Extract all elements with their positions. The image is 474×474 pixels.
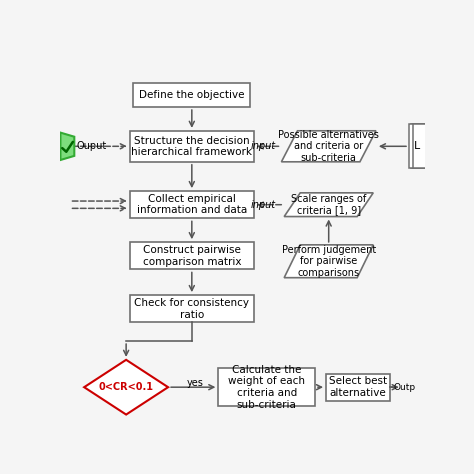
Text: Ouput: Ouput: [76, 141, 107, 151]
Text: input: input: [250, 141, 275, 151]
Text: Structure the decision
hierarchical framework: Structure the decision hierarchical fram…: [131, 136, 252, 157]
Polygon shape: [284, 245, 373, 278]
Text: Define the objective: Define the objective: [139, 90, 245, 100]
FancyBboxPatch shape: [130, 131, 254, 162]
Polygon shape: [84, 360, 168, 415]
FancyBboxPatch shape: [219, 368, 315, 406]
Text: Possible alternatives
and criteria or
sub-criteria: Possible alternatives and criteria or su…: [278, 130, 379, 163]
FancyBboxPatch shape: [409, 124, 427, 168]
FancyBboxPatch shape: [130, 191, 254, 219]
FancyBboxPatch shape: [133, 83, 250, 107]
Text: yes: yes: [186, 378, 203, 388]
Polygon shape: [282, 131, 376, 162]
Text: Select best
alternative: Select best alternative: [329, 376, 387, 398]
Text: L: L: [414, 141, 420, 151]
Text: input: input: [250, 200, 275, 210]
FancyBboxPatch shape: [130, 242, 254, 270]
Text: Collect empirical
information and data: Collect empirical information and data: [137, 194, 247, 216]
FancyBboxPatch shape: [326, 374, 390, 401]
Text: Scale ranges of
criteria [1, 9]: Scale ranges of criteria [1, 9]: [291, 194, 366, 216]
Polygon shape: [61, 133, 74, 160]
Text: Outp: Outp: [393, 383, 415, 392]
Polygon shape: [284, 193, 373, 217]
Text: Perform judgement
for pairwise
comparisons: Perform judgement for pairwise compariso…: [282, 245, 376, 278]
Text: Construct pairwise
comparison matrix: Construct pairwise comparison matrix: [143, 245, 241, 266]
FancyBboxPatch shape: [130, 295, 254, 322]
Text: 0<CR<0.1: 0<CR<0.1: [99, 382, 154, 392]
Text: Check for consistency
ratio: Check for consistency ratio: [134, 298, 249, 319]
FancyBboxPatch shape: [413, 124, 431, 168]
Text: Calculate the
weight of each
criteria and
sub-criteria: Calculate the weight of each criteria an…: [228, 365, 305, 410]
FancyBboxPatch shape: [411, 124, 428, 168]
